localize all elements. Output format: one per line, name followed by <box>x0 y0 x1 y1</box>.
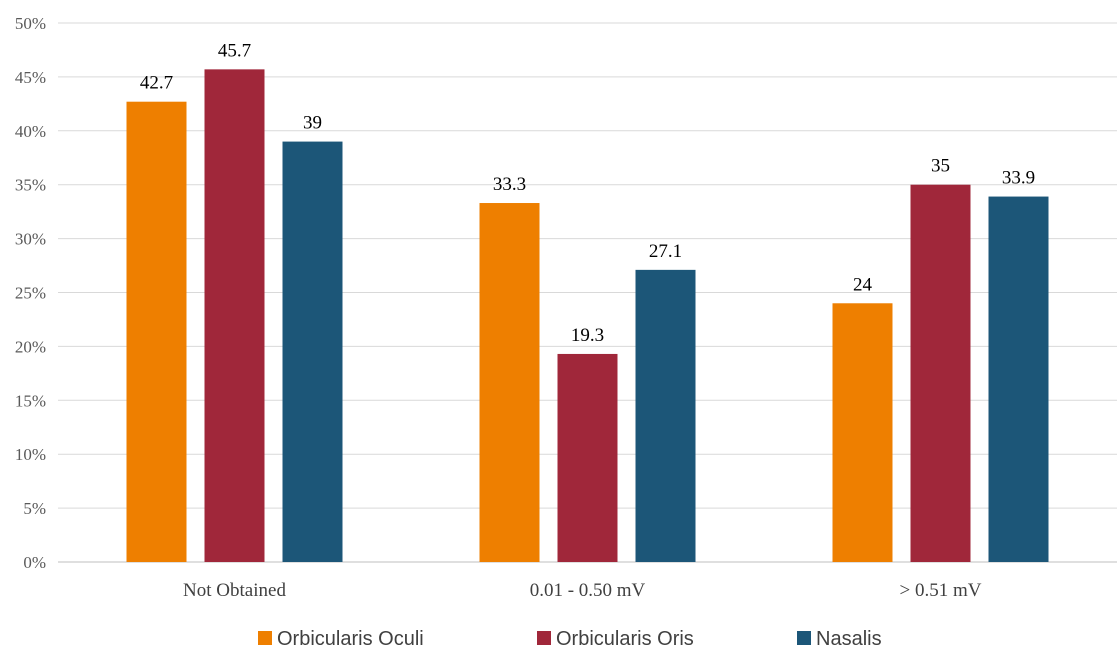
legend-item-orbicularis-oculi: Orbicularis Oculi <box>258 628 424 650</box>
bar-orbicularis-oculi <box>479 203 540 562</box>
bar-nasalis <box>635 269 696 562</box>
category-label: 0.01 - 0.50 mV <box>530 580 646 601</box>
y-tick-label: 5% <box>23 499 46 518</box>
y-tick-label: 10% <box>15 445 46 464</box>
y-axis-tick-labels: 0% 5% 10% 15% 20% 25% 30% 35% 40% 45% 50% <box>15 14 46 572</box>
legend-label: Orbicularis Oris <box>556 628 694 650</box>
y-tick-label: 15% <box>15 391 46 410</box>
data-label: 39 <box>303 113 322 134</box>
legend-item-nasalis: Nasalis <box>797 628 882 650</box>
y-tick-label: 45% <box>15 68 46 87</box>
bar-orbicularis-oculi <box>126 101 187 562</box>
y-tick-label: 30% <box>15 230 46 249</box>
bar-orbicularis-oris <box>910 184 971 562</box>
legend-label: Nasalis <box>816 628 882 650</box>
data-label: 35 <box>931 156 950 177</box>
legend-swatch <box>797 631 811 645</box>
bar-orbicularis-oris <box>204 69 265 562</box>
bar-orbicularis-oris <box>557 353 618 562</box>
bar-nasalis <box>988 196 1049 563</box>
legend-swatch <box>258 631 272 645</box>
bars <box>126 69 1049 563</box>
bar-orbicularis-oculi <box>832 303 893 562</box>
data-label: 45.7 <box>218 40 251 61</box>
y-tick-label: 35% <box>15 176 46 195</box>
y-tick-label: 50% <box>15 14 46 33</box>
data-label: 33.3 <box>493 174 526 195</box>
y-tick-label: 20% <box>15 337 46 356</box>
bar-nasalis <box>282 141 343 562</box>
data-labels: 42.7 45.7 39 33.3 19.3 27.1 24 35 33.9 <box>140 40 1035 346</box>
category-labels: Not Obtained 0.01 - 0.50 mV > 0.51 mV <box>183 580 982 601</box>
legend: Orbicularis Oculi Orbicularis Oris Nasalis <box>258 628 882 650</box>
data-label: 33.9 <box>1002 168 1035 189</box>
legend-label: Orbicularis Oculi <box>277 628 424 650</box>
data-label: 42.7 <box>140 73 173 94</box>
legend-swatch <box>537 631 551 645</box>
data-label: 27.1 <box>649 241 682 262</box>
y-tick-label: 25% <box>15 284 46 303</box>
y-tick-label: 0% <box>23 553 46 572</box>
y-tick-label: 40% <box>15 122 46 141</box>
category-label: > 0.51 mV <box>900 580 982 601</box>
legend-item-orbicularis-oris: Orbicularis Oris <box>537 628 694 650</box>
data-label: 24 <box>853 274 873 295</box>
category-label: Not Obtained <box>183 580 286 601</box>
data-label: 19.3 <box>571 325 604 346</box>
